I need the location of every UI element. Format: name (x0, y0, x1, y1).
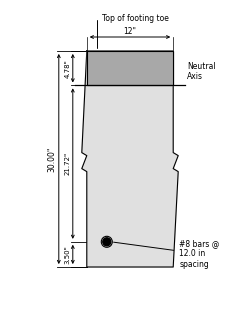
Text: Neutral
Axis: Neutral Axis (187, 62, 216, 81)
Text: 3.50": 3.50" (65, 245, 71, 264)
Text: Top of footing toe: Top of footing toe (97, 14, 169, 48)
Text: 30.00": 30.00" (48, 146, 57, 172)
Polygon shape (82, 51, 178, 267)
Text: #8 bars @
12.0 in
spacing: #8 bars @ 12.0 in spacing (113, 239, 220, 269)
Text: 4.78": 4.78" (65, 59, 71, 78)
Text: 12": 12" (123, 27, 137, 36)
Polygon shape (87, 51, 173, 85)
Circle shape (103, 238, 111, 246)
Text: 21.72": 21.72" (65, 152, 71, 175)
